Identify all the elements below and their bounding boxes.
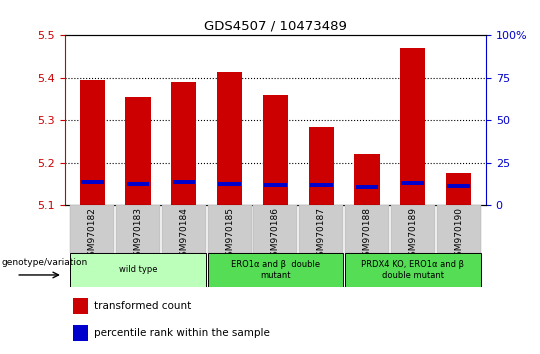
Bar (73, 325, 88, 341)
Bar (299, 205, 343, 253)
Text: transformed count: transformed count (94, 301, 192, 311)
Bar (253, 205, 298, 253)
Text: GSM970186: GSM970186 (271, 207, 280, 262)
Bar (171, 82, 197, 205)
Bar (436, 205, 481, 253)
Bar (217, 72, 242, 205)
Text: percentile rank within the sample: percentile rank within the sample (94, 328, 270, 338)
Bar (354, 154, 380, 205)
Text: GSM970189: GSM970189 (408, 207, 417, 262)
Bar (401, 181, 424, 185)
Bar (81, 180, 104, 184)
Bar (208, 253, 343, 287)
Bar (356, 185, 379, 189)
Bar (172, 180, 195, 184)
Bar (400, 48, 426, 205)
Bar (310, 183, 333, 187)
Bar (391, 205, 435, 253)
Bar (218, 182, 241, 186)
Text: GSM970185: GSM970185 (225, 207, 234, 262)
Text: GSM970184: GSM970184 (179, 207, 188, 262)
Bar (345, 205, 389, 253)
Text: genotype/variation: genotype/variation (1, 258, 87, 267)
Bar (263, 95, 288, 205)
Text: GSM970188: GSM970188 (362, 207, 372, 262)
Text: GSM970182: GSM970182 (88, 207, 97, 262)
Title: GDS4507 / 10473489: GDS4507 / 10473489 (204, 20, 347, 33)
Bar (345, 253, 481, 287)
Bar (127, 182, 150, 186)
Bar (447, 184, 470, 188)
Bar (162, 205, 206, 253)
Bar (116, 205, 160, 253)
Bar (208, 205, 252, 253)
Bar (80, 80, 105, 205)
Bar (73, 298, 88, 314)
Text: GSM970190: GSM970190 (454, 207, 463, 262)
Bar (446, 173, 471, 205)
Bar (264, 183, 287, 187)
Text: ERO1α and β  double
mutant: ERO1α and β double mutant (231, 260, 320, 280)
Bar (308, 127, 334, 205)
Bar (70, 205, 114, 253)
Bar (70, 253, 206, 287)
Bar (125, 97, 151, 205)
Text: PRDX4 KO, ERO1α and β
double mutant: PRDX4 KO, ERO1α and β double mutant (361, 260, 464, 280)
Text: wild type: wild type (119, 266, 157, 274)
Text: GSM970187: GSM970187 (316, 207, 326, 262)
Text: GSM970183: GSM970183 (133, 207, 143, 262)
